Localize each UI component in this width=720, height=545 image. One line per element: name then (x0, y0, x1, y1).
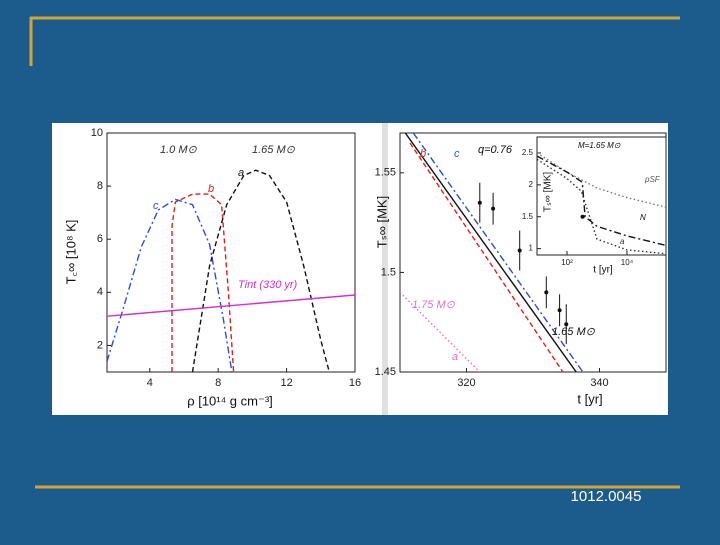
annotation: pSF (644, 175, 661, 184)
annotation: Tint (330 yr) (238, 279, 298, 291)
y-tick-label: 2 (529, 180, 534, 189)
y-tick-label: 2 (97, 339, 103, 351)
x-tick-label: 320 (457, 377, 475, 389)
data-point (477, 200, 482, 205)
data-point (564, 322, 569, 327)
data-point (557, 308, 562, 313)
x-tick-label: 12 (280, 377, 292, 389)
annotation: 1.65 M⊙ (552, 326, 596, 338)
data-point (544, 290, 549, 295)
annotation: N (640, 213, 646, 222)
y-axis-label: Tₛ∞ [MK] (543, 172, 554, 213)
series-line (404, 133, 577, 372)
plot-frame (106, 132, 356, 373)
data-point (517, 248, 522, 253)
y-tick-label: 8 (97, 180, 103, 192)
y-tick-label: 1.5 (381, 266, 396, 278)
annotation: b (420, 148, 426, 160)
x-tick-label: 8 (215, 377, 221, 389)
data-point (580, 214, 585, 219)
series-line (191, 169, 330, 372)
series-line (400, 291, 481, 372)
y-tick-label: 4 (97, 286, 103, 298)
annotation: a (452, 351, 458, 363)
y-tick-label: 10 (91, 127, 103, 139)
y-tick-label: 6 (97, 233, 103, 245)
annotation: a (620, 237, 625, 246)
series-line (107, 198, 233, 372)
x-axis-label: t [yr] (593, 265, 613, 276)
chart: 10² 10⁴ 1 1.5 2 2.5 t [yr] Tₛ∞ [MK] M=1.65 M⊙ pSF… (522, 136, 667, 276)
x-axis-label: ρ [10¹⁴ g cm⁻³] (187, 393, 273, 408)
annotation: b (208, 183, 214, 195)
y-tick-label: 1.5 (522, 212, 534, 221)
y-tick-label: 2.5 (522, 148, 534, 157)
y-axis-label: T꜀∞ [10⁸ K] (63, 220, 78, 285)
y-tick-label: 1 (529, 244, 534, 253)
annotation: q=0.76 (478, 144, 513, 156)
x-tick-label: 340 (590, 377, 608, 389)
x-tick-label: 10⁴ (621, 258, 634, 267)
plot-area (537, 152, 666, 255)
y-tick-label: 1.55 (375, 167, 396, 179)
plot-area (400, 133, 584, 372)
x-axis-label: t [yr] (577, 391, 602, 406)
data-point (491, 206, 496, 211)
annotation: 1.65 M⊙ (252, 144, 296, 156)
plot-frame (536, 136, 667, 256)
x-tick-label: 16 (349, 377, 361, 389)
series-line (412, 133, 584, 372)
x-tick-label: 4 (147, 377, 153, 389)
y-axis-label: Tₛ∞ [MK] (374, 196, 389, 248)
annotation: c (153, 200, 159, 212)
annotation: c (454, 148, 460, 160)
x-tick-label: 10² (561, 258, 573, 267)
inset-background (537, 137, 666, 255)
chart: 320 340 1.45 1.5 1.55 t [yr] Tₛ∞ [MK] b c q=0.76 1… (374, 132, 667, 406)
annotation: M=1.65 M⊙ (578, 141, 621, 150)
annotation: a (238, 167, 244, 179)
annotation: 1.0 M⊙ (160, 144, 198, 156)
chart: 4 8 12 16 2 4 6 8 10 ρ [10¹⁴ g cm⁻³] T꜀∞ [10⁸ K] 1.… (63, 127, 361, 409)
series-line (409, 142, 564, 372)
annotation: 1.75 M⊙ (412, 299, 456, 311)
series-line (107, 294, 355, 317)
y-tick-label: 1.45 (375, 366, 396, 378)
footer-text: 1012.0045 (571, 488, 642, 505)
plot-area (107, 169, 355, 372)
